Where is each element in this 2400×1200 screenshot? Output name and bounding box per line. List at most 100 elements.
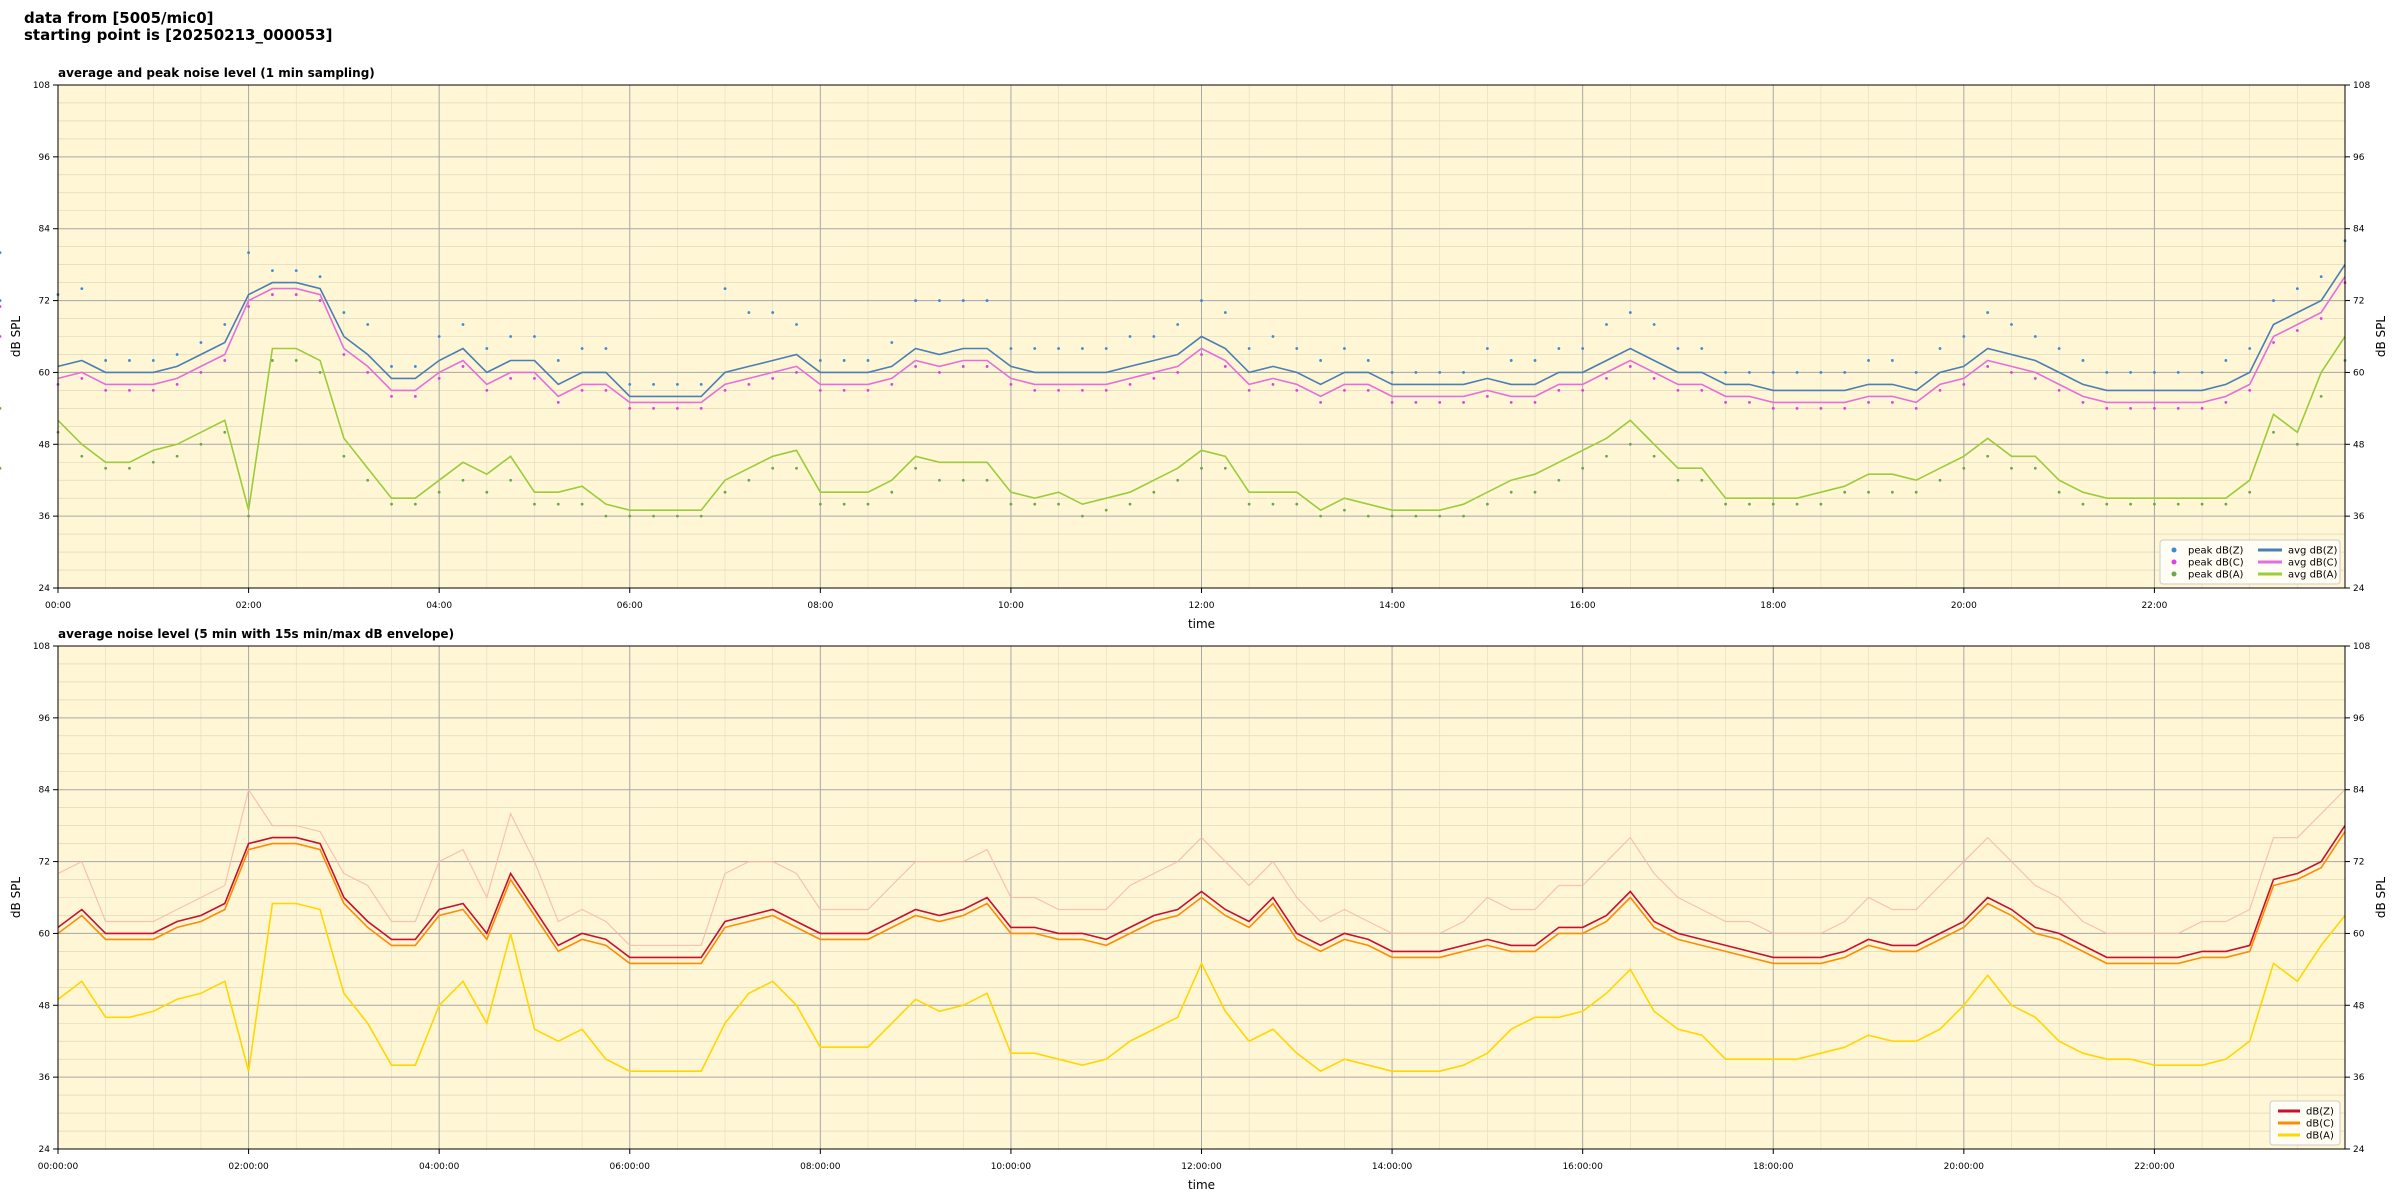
scatter-point	[1366, 359, 1370, 362]
scatter-point	[2105, 406, 2109, 410]
xtick-label: 22:00:00	[2134, 1162, 2175, 1172]
scatter-point	[1771, 406, 1775, 410]
scatter-point	[1009, 347, 1013, 350]
scatter-point	[1890, 359, 1894, 362]
ytick-label-right: 48	[2353, 440, 2365, 450]
scatter-point	[1176, 371, 1180, 374]
scatter-point	[2057, 490, 2061, 494]
series-line-avg-db-c-	[57, 276, 2346, 404]
scatter-point	[818, 502, 822, 506]
y-axis-label-right: dB SPL	[2374, 316, 2388, 358]
ytick-label-right: 84	[2353, 225, 2365, 235]
scatter-point	[294, 269, 298, 273]
header-start-line: starting point is [20250213_000053]	[24, 26, 333, 44]
scatter-point	[842, 388, 846, 392]
scatter-point	[80, 377, 84, 380]
scatter-point	[1724, 371, 1728, 374]
scatter-point	[1724, 400, 1728, 404]
scatter-point	[985, 365, 989, 368]
scatter-point	[675, 514, 679, 518]
scatter-point	[1485, 394, 1489, 398]
scatter-point	[1557, 388, 1561, 392]
scatter-point	[2033, 377, 2037, 380]
scatter-point	[2295, 329, 2299, 332]
xtick-label: 18:00	[1760, 601, 1786, 611]
scatter-point	[271, 293, 274, 296]
scatter-point	[0, 251, 2, 255]
scatter-point	[199, 341, 203, 344]
scatter-point	[890, 383, 894, 386]
scatter-point	[1128, 335, 1132, 338]
scatter-point	[1009, 502, 1013, 506]
xtick-label: 02:00:00	[228, 1162, 269, 1172]
scatter-point	[866, 359, 870, 362]
ytick-label-left: 48	[39, 1001, 51, 1011]
scatter-point	[390, 394, 393, 398]
xtick-label: 14:00	[1379, 601, 1405, 611]
scatter-point	[175, 454, 179, 458]
scatter-point	[1485, 502, 1489, 506]
y-axis-label-left: dB SPL	[9, 316, 23, 358]
legend-label: dB(C)	[2306, 1119, 2334, 1130]
y-axis-label-left: dB SPL	[9, 877, 23, 919]
scatter-point	[2010, 466, 2013, 470]
scatter-point	[1509, 490, 1513, 494]
scatter-point	[1295, 347, 1299, 350]
scatter-point	[1938, 478, 1942, 482]
scatter-point	[1390, 514, 1394, 518]
xtick-label: 20:00	[1951, 601, 1977, 611]
xtick-label: 18:00:00	[1753, 1162, 1794, 1172]
scatter-point	[128, 388, 131, 392]
scatter-point	[652, 406, 655, 410]
scatter-point	[866, 388, 870, 392]
scatter-point	[1676, 347, 1680, 350]
scatter-point	[1271, 383, 1275, 386]
legend-label: peak dB(A)	[2188, 570, 2244, 581]
scatter-point	[675, 383, 679, 386]
scatter-point	[342, 454, 346, 458]
scatter-point	[1247, 347, 1251, 350]
scatter-point	[1628, 365, 1632, 368]
scatter-point	[437, 335, 441, 338]
legend-marker	[2171, 559, 2177, 565]
scatter-point	[366, 478, 370, 482]
scatter-point	[628, 383, 632, 386]
scatter-point	[1652, 323, 1656, 326]
scatter-point	[652, 514, 655, 518]
ytick-label-right: 60	[2353, 368, 2365, 378]
scatter-point	[2295, 442, 2299, 446]
scatter-point	[1152, 490, 1156, 494]
ytick-label-left: 48	[39, 440, 51, 450]
scatter-point	[2224, 400, 2228, 404]
series-line-envelope	[57, 788, 2346, 946]
scatter-point	[1223, 466, 1227, 470]
scatter-point	[1057, 388, 1060, 392]
scatter-point	[1819, 371, 1823, 374]
scatter-point	[914, 466, 918, 470]
ytick-label-left: 60	[39, 368, 51, 378]
scatter-point	[128, 359, 131, 362]
scatter-point	[1771, 502, 1775, 506]
scatter-point	[1033, 388, 1037, 392]
scatter-point	[1533, 359, 1537, 362]
scatter-point	[2319, 275, 2323, 279]
scatter-point	[2153, 371, 2156, 374]
scatter-point	[771, 377, 775, 380]
scatter-point	[247, 251, 250, 255]
scatter-point	[2129, 371, 2132, 374]
scatter-point	[2272, 299, 2275, 302]
scatter-point	[1938, 347, 1942, 350]
scatter-point	[294, 293, 298, 296]
scatter-point	[2081, 400, 2085, 404]
scatter-point	[390, 502, 393, 506]
scatter-point	[1390, 371, 1394, 374]
scatter-point	[1581, 466, 1585, 470]
scatter-point	[1152, 377, 1156, 380]
scatter-point	[628, 406, 632, 410]
panel-title: average noise level (5 min with 15s min/…	[58, 627, 454, 641]
scatter-point	[318, 371, 322, 374]
scatter-point	[1724, 502, 1728, 506]
scatter-point	[1557, 347, 1561, 350]
scatter-point	[2153, 502, 2156, 506]
legend-label: avg dB(Z)	[2288, 546, 2338, 557]
